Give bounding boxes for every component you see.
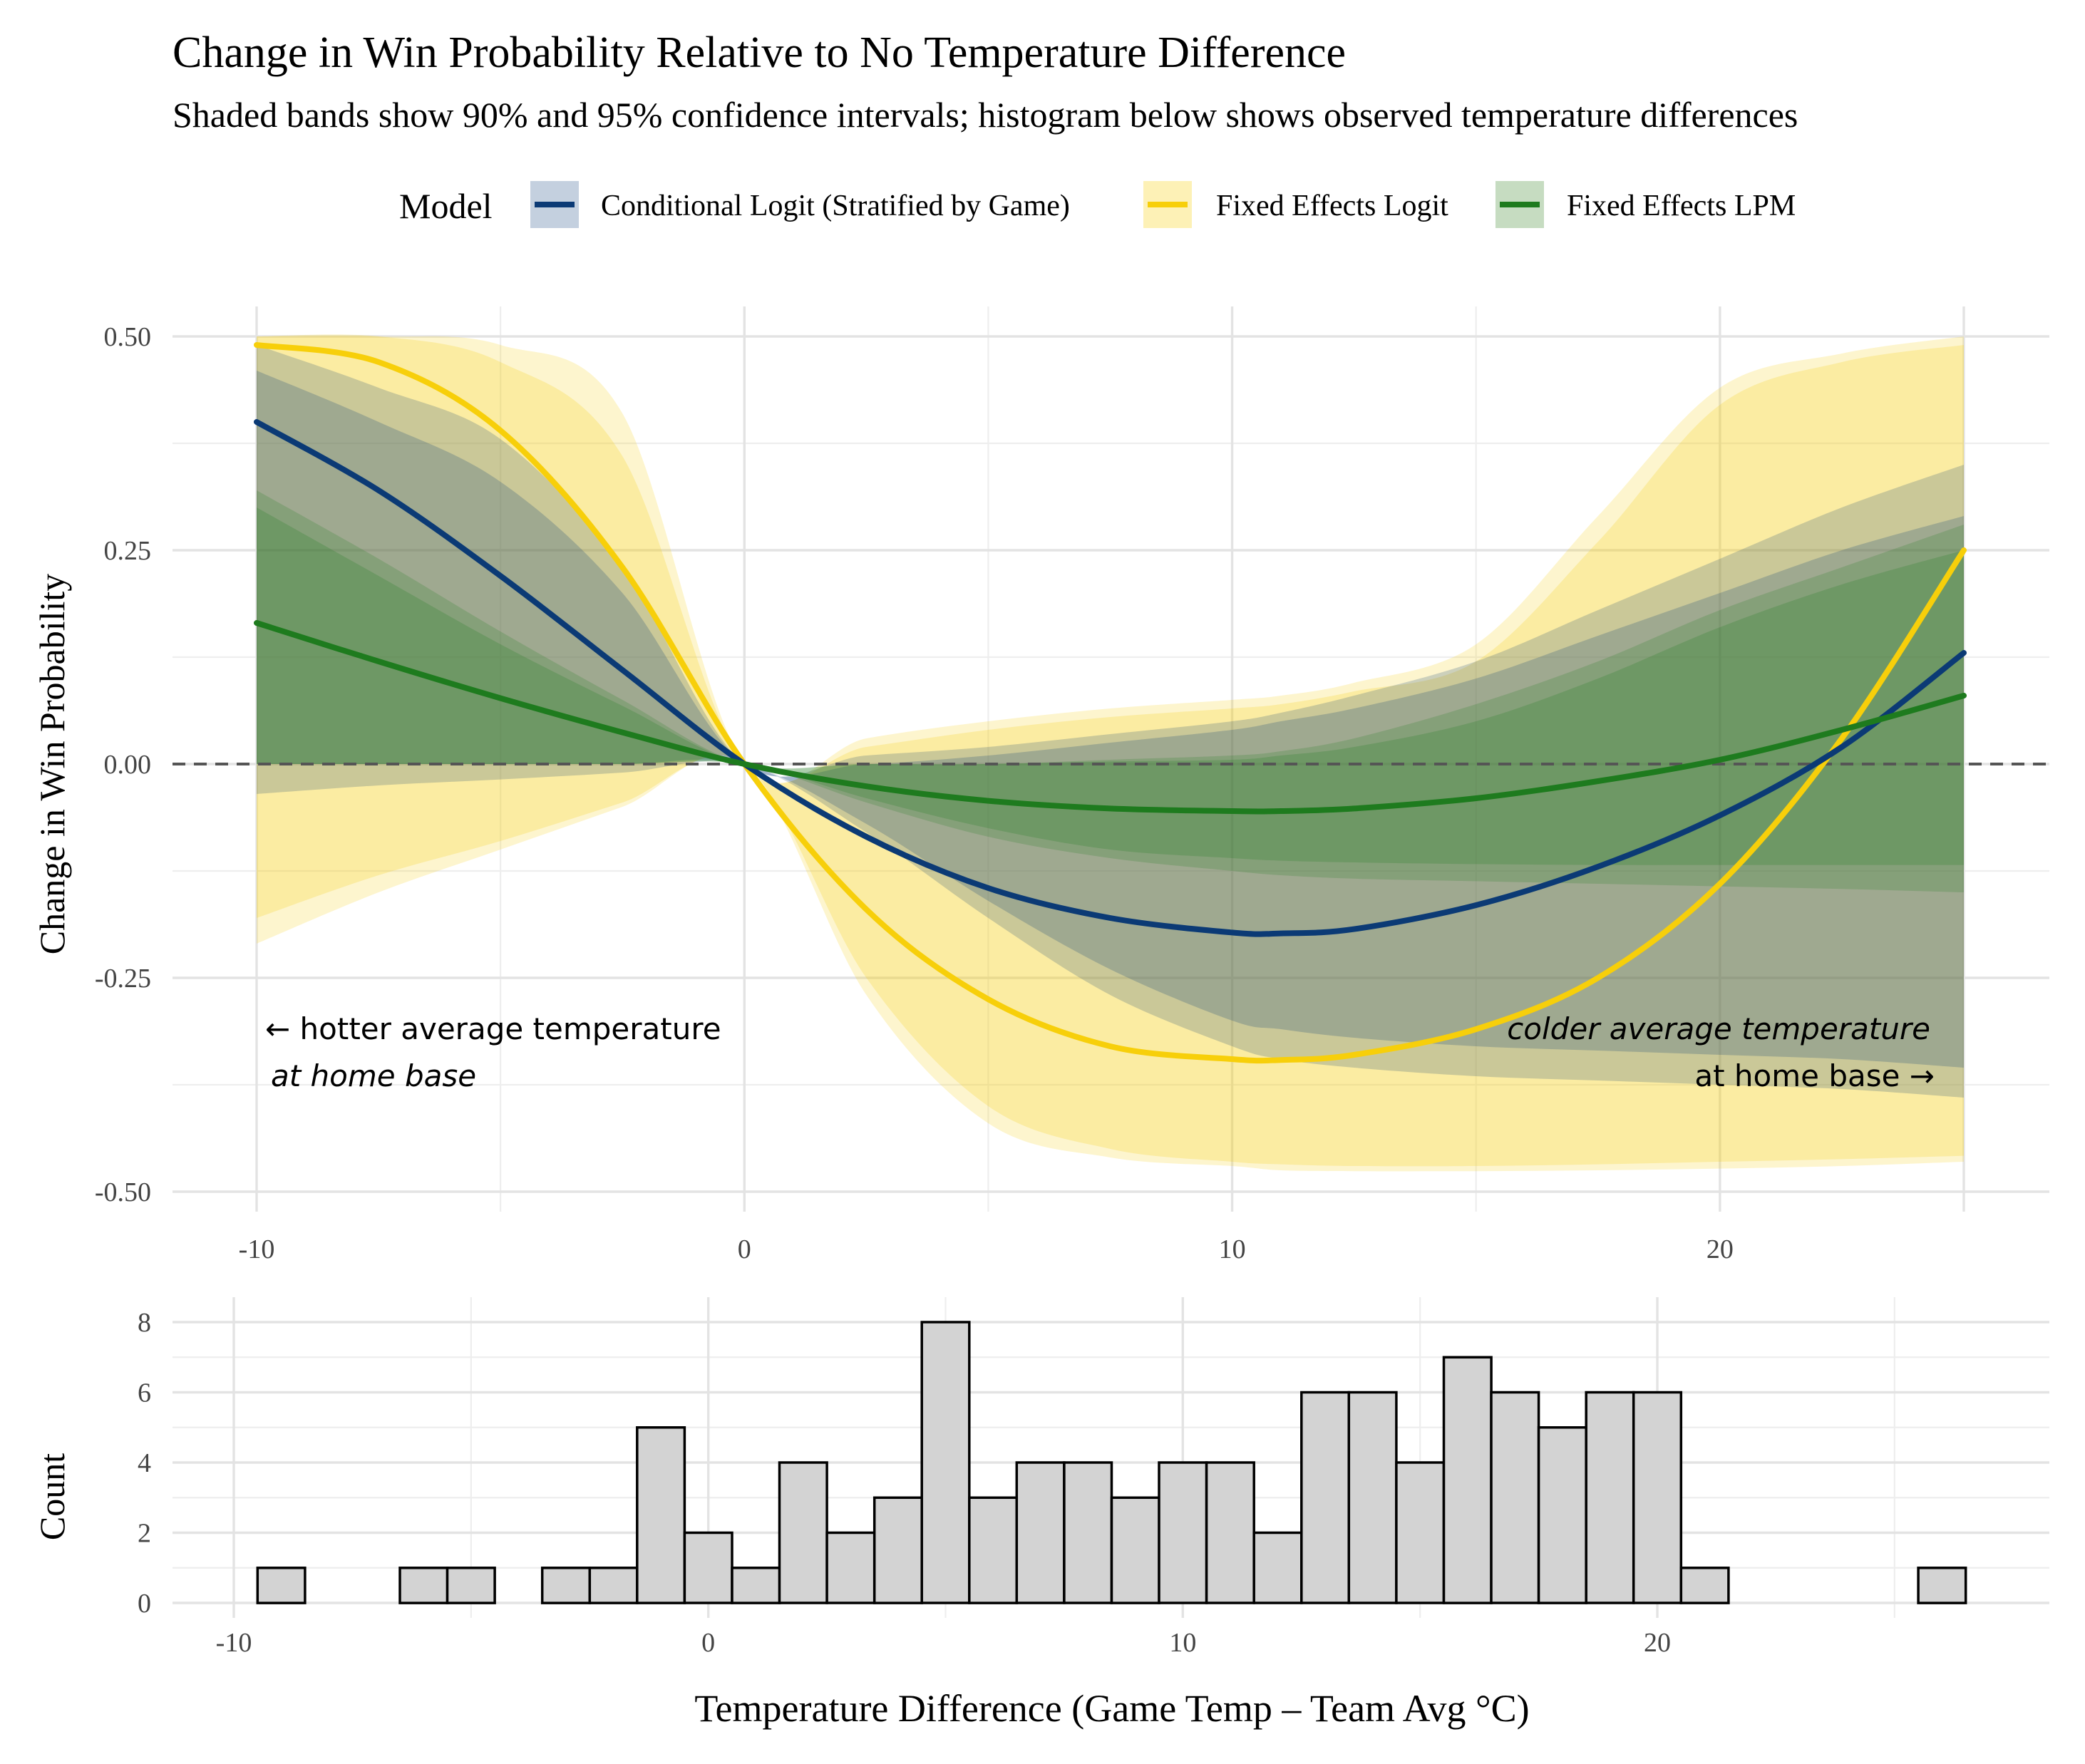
ci90-band-fixed-effects-lpm [257,507,1964,865]
histogram-bar [1205,1461,1255,1604]
legend-item-fe-logit: Fixed Effects Logit [1143,181,1448,228]
histogram-bar [1442,1356,1493,1604]
histogram-bar [1585,1391,1635,1604]
histogram-bar [1252,1531,1303,1604]
series-line-conditional-logit-stratified-by-game [254,419,1967,937]
legend-label-fe-logit: Fixed Effects Logit [1216,190,1448,222]
legend-item-fe-lpm: Fixed Effects LPM [1495,181,1796,228]
main-y-axis-label: Change in Win Probability [32,574,72,955]
series-line-fixed-effects-logit [254,342,1967,1064]
hist-y-tick-label: 0 [138,1589,151,1619]
histogram-bar [446,1567,496,1604]
main-y-tick-label: -0.25 [95,964,151,994]
ci95-band-fixed-effects-logit [257,336,1964,1172]
hist-y-tick-label: 4 [138,1448,151,1478]
series-line-fixed-effects-lpm [254,620,1967,815]
hist-x-tick-label: 20 [1644,1628,1671,1658]
main-x-tick-label: -10 [239,1234,275,1264]
main-y-tick-label: 0.25 [104,536,152,566]
histogram-y-axis-label: Count [32,1453,72,1540]
histogram-bar [731,1567,781,1604]
histogram-bar [683,1531,733,1604]
hist-y-tick-label: 8 [138,1308,151,1338]
main-y-tick-label: 0.50 [104,322,152,352]
histogram-bar [1537,1426,1587,1604]
histogram-bar [1063,1461,1113,1604]
histogram-bar [778,1461,828,1604]
histogram-bar [1917,1567,1967,1604]
legend-title: Model [399,186,493,226]
histogram-bar [1490,1391,1540,1604]
legend: Model Conditional Logit (Stratified by G… [399,181,1796,228]
main-plot-panel: 0.50 0.25 0.00 -0.25 -0.50 -10 0 10 20 Change i… [32,306,2049,1264]
annotation-right-line2: at home base → [1694,1058,1935,1093]
annotation-left-line1: ← hotter average temperature [265,1011,721,1046]
hist-x-tick-label: 0 [701,1628,715,1658]
histogram-y-tick-labels: 0 2 4 6 8 [138,1308,151,1619]
legend-label-conditional-logit: Conditional Logit (Stratified by Game) [601,190,1070,222]
histogram-bar [1158,1461,1208,1604]
annotation-left-line2: at home base [271,1058,476,1093]
histogram-bar [398,1567,449,1604]
legend-label-fe-lpm: Fixed Effects LPM [1567,190,1796,222]
histogram-bar [1300,1391,1351,1604]
histogram-bar [540,1567,592,1604]
annotation-right-line1: colder average temperature [1507,1011,1930,1046]
histogram-bar [968,1496,1019,1604]
x-axis-label: Temperature Difference (Game Temp – Team… [694,1687,1529,1730]
main-x-tick-label: 0 [738,1234,751,1264]
main-x-tick-label: 20 [1706,1234,1734,1264]
histogram-bar [1395,1461,1446,1604]
model-lines [254,342,1967,1064]
chart-subtitle: Shaded bands show 90% and 95% confidence… [173,95,1798,135]
histogram-x-tick-labels: -10 0 10 20 [216,1628,1671,1658]
histogram-bar [1110,1496,1160,1604]
hist-x-tick-label: 10 [1169,1628,1196,1658]
histogram-bar [1015,1461,1066,1604]
main-x-tick-label: 10 [1219,1234,1246,1264]
main-y-tick-labels: 0.50 0.25 0.00 -0.25 -0.50 [95,322,151,1207]
ci90-band-fixed-effects-logit [257,334,1964,1167]
histogram-bar [920,1321,971,1604]
histogram-bar [1632,1391,1683,1604]
histogram-bar [1679,1567,1730,1604]
hist-x-tick-label: -10 [216,1628,252,1658]
hist-y-tick-label: 2 [138,1519,151,1549]
histogram-bar [825,1531,876,1604]
hist-y-tick-label: 6 [138,1378,151,1408]
chart-title: Change in Win Probability Relative to No… [173,29,1346,77]
ci95-band-conditional-logit-stratified-by-game [257,345,1964,1098]
histogram-bars [256,1321,1967,1604]
main-x-tick-labels: -10 0 10 20 [239,1234,1734,1264]
histogram-bar [588,1567,639,1604]
ci90-band-conditional-logit-stratified-by-game [257,371,1964,1068]
histogram-bar [1347,1391,1398,1604]
legend-item-conditional-logit: Conditional Logit (Stratified by Game) [530,181,1070,228]
main-y-tick-label: -0.50 [95,1177,151,1207]
histogram-bar [256,1567,307,1604]
histogram-panel: 0 2 4 6 8 -10 0 10 20 Count Temperature Differe… [32,1297,2049,1730]
main-y-tick-label: 0.00 [104,750,152,780]
histogram-bar [872,1496,924,1604]
histogram-bar [636,1426,686,1604]
